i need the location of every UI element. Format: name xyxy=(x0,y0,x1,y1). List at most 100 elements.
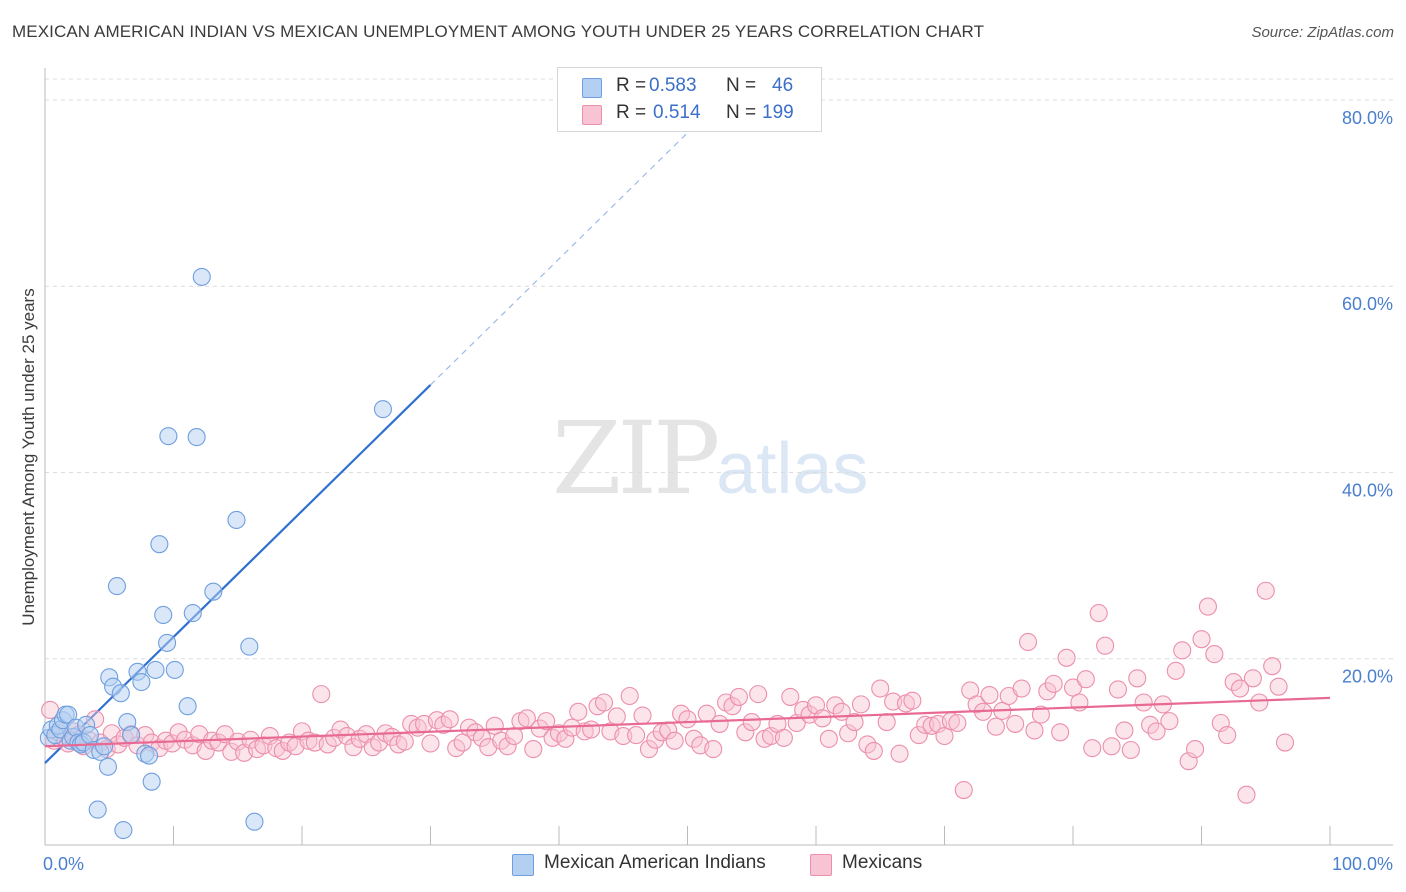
point-mexicans xyxy=(1218,726,1237,745)
watermark-atlas: atlas xyxy=(716,429,869,509)
point-mexicans xyxy=(948,713,967,733)
point-mexicans xyxy=(1089,604,1108,623)
point-mexicans xyxy=(922,716,941,735)
point-mexicans xyxy=(1173,641,1192,660)
point-mexicans xyxy=(537,712,556,731)
point-mexicans xyxy=(517,709,536,728)
point-mexicans xyxy=(710,714,729,733)
point-mexicans xyxy=(890,744,909,763)
point-mexicans xyxy=(864,741,883,760)
point-mexicans xyxy=(582,720,601,739)
point-mexican-american-indians xyxy=(88,800,107,819)
point-mexicans xyxy=(1147,722,1166,741)
point-mexicans xyxy=(395,732,414,751)
point-mexican-american-indians xyxy=(150,535,169,554)
point-mexican-american-indians xyxy=(245,812,264,831)
point-mexicans xyxy=(1096,636,1115,655)
point-mexican-american-indians xyxy=(154,605,173,625)
point-mexicans xyxy=(845,713,864,732)
point-mexicans xyxy=(1269,677,1288,696)
point-mexicans xyxy=(781,687,800,706)
legend-swatch-pink xyxy=(582,105,602,125)
point-mexicans xyxy=(614,726,633,746)
point-mexicans xyxy=(543,728,562,747)
point-mexicans xyxy=(916,715,935,734)
point-mexicans xyxy=(749,685,768,704)
tick-labels: 20.0% 40.0% 60.0% 80.0% 0.0% 100.0% xyxy=(43,108,1393,874)
trend-line-mexican-american-indians xyxy=(44,132,688,764)
point-mexicans xyxy=(1025,721,1044,740)
point-mexicans xyxy=(620,686,639,706)
point-mexicans xyxy=(1134,693,1153,712)
point-mexicans xyxy=(986,717,1005,736)
trend-line-solid xyxy=(44,696,1331,748)
point-mexican-american-indians xyxy=(95,737,114,756)
trend-line-mexicans xyxy=(44,696,1331,748)
point-mexicans xyxy=(723,697,742,716)
point-mexicans xyxy=(1121,740,1140,760)
point-mexican-american-indians xyxy=(122,726,141,745)
bottom-legend-swatch-pink xyxy=(810,854,832,876)
point-mexicans xyxy=(1031,705,1050,724)
point-mexican-american-indians xyxy=(178,697,197,716)
y-tick-label: 20.0% xyxy=(1342,667,1393,687)
point-mexicans xyxy=(222,742,241,761)
point-mexican-american-indians xyxy=(373,400,393,419)
point-mexicans xyxy=(633,706,652,725)
point-mexican-american-indians xyxy=(165,660,184,679)
legend-n-value: 46 xyxy=(772,75,794,96)
bottom-legend-label: Mexican American Indians xyxy=(544,852,766,873)
point-mexicans xyxy=(639,740,659,759)
point-mexicans xyxy=(851,695,871,714)
correlation-legend: R = 0.583 N = 46 R = 0.514 N = 199 xyxy=(557,67,822,132)
point-mexicans xyxy=(1231,679,1250,698)
point-mexicans xyxy=(858,735,877,754)
point-mexicans xyxy=(1057,648,1076,667)
x-tick-label: 0.0% xyxy=(43,854,84,874)
point-mexicans xyxy=(427,711,446,730)
point-mexicans xyxy=(196,741,215,760)
point-mexicans xyxy=(1205,645,1224,664)
point-mexicans xyxy=(1192,630,1211,649)
point-mexicans xyxy=(1006,714,1025,733)
point-mexican-american-indians xyxy=(183,604,202,623)
point-mexican-american-indians xyxy=(142,772,161,791)
trend-line-extension xyxy=(430,132,688,386)
legend-r-label: R = xyxy=(616,102,647,123)
point-mexicans xyxy=(903,691,922,710)
point-mexicans xyxy=(684,729,703,748)
source-label: Source: ZipAtlas.com xyxy=(1251,24,1394,41)
point-mexicans xyxy=(1224,672,1243,692)
point-mexicans xyxy=(1102,737,1121,756)
point-mexicans xyxy=(742,713,761,732)
point-mexicans xyxy=(459,718,479,737)
y-tick-label: 80.0% xyxy=(1342,108,1393,128)
point-mexicans xyxy=(453,733,472,752)
point-mexicans xyxy=(1018,632,1038,652)
point-mexicans xyxy=(1256,581,1275,600)
point-mexicans xyxy=(839,724,858,743)
point-mexican-american-indians xyxy=(192,267,211,286)
point-mexicans xyxy=(646,730,665,749)
point-mexicans xyxy=(1198,597,1217,616)
point-mexican-american-indians xyxy=(111,684,130,703)
point-mexicans xyxy=(909,726,928,745)
point-mexicans xyxy=(1051,723,1070,742)
trend-line-solid xyxy=(44,384,432,764)
legend-r-value: 0.583 xyxy=(649,75,697,96)
points-mexicans xyxy=(41,581,1295,804)
point-mexicans xyxy=(1186,740,1205,759)
point-mexicans xyxy=(1250,693,1269,712)
point-mexicans xyxy=(1108,680,1128,699)
point-mexican-american-indians xyxy=(146,660,165,679)
point-mexicans xyxy=(1063,678,1083,697)
point-mexicans xyxy=(312,685,331,704)
point-mexicans xyxy=(1128,669,1147,688)
point-mexicans xyxy=(826,696,845,715)
point-mexicans xyxy=(1160,712,1179,731)
point-mexicans xyxy=(1083,739,1102,758)
point-mexicans xyxy=(665,731,684,750)
legend-r-label: R = xyxy=(616,75,647,96)
point-mexicans xyxy=(877,713,896,732)
point-mexicans xyxy=(1038,682,1057,701)
